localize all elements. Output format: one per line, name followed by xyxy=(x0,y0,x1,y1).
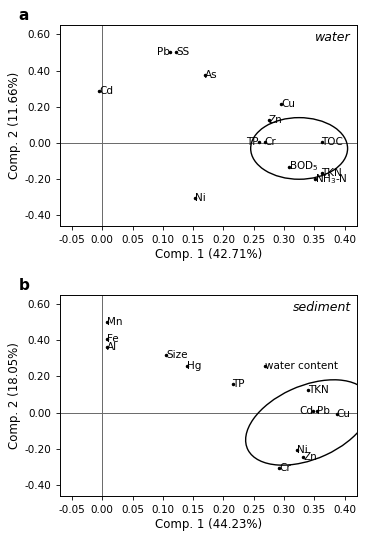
Text: water: water xyxy=(315,31,351,44)
Text: Cu: Cu xyxy=(281,99,295,109)
Text: Size: Size xyxy=(166,350,187,360)
Text: TP: TP xyxy=(246,137,258,147)
Text: Zn: Zn xyxy=(269,115,283,126)
Text: Zn: Zn xyxy=(303,452,317,462)
Text: Ni: Ni xyxy=(195,194,206,203)
Text: Cd: Cd xyxy=(99,86,113,96)
Text: SS: SS xyxy=(176,47,189,57)
Text: Al: Al xyxy=(107,342,117,352)
Text: TP: TP xyxy=(233,379,245,389)
Text: Ni: Ni xyxy=(297,445,308,455)
Text: TOC: TOC xyxy=(322,137,343,147)
Y-axis label: Comp. 2 (11.66%): Comp. 2 (11.66%) xyxy=(8,72,21,179)
Text: water content: water content xyxy=(265,361,338,371)
Text: As: As xyxy=(205,70,218,80)
Text: BOD$_5$: BOD$_5$ xyxy=(289,160,318,174)
X-axis label: Comp. 1 (42.71%): Comp. 1 (42.71%) xyxy=(155,248,262,261)
Text: Cr: Cr xyxy=(279,464,291,473)
Text: TKN: TKN xyxy=(308,385,329,395)
Text: TKN: TKN xyxy=(322,168,342,178)
Text: Fe: Fe xyxy=(107,334,119,344)
Text: b: b xyxy=(18,278,29,293)
Text: NH$_3$-N: NH$_3$-N xyxy=(315,172,348,186)
Text: Hg: Hg xyxy=(187,361,201,371)
X-axis label: Comp. 1 (44.23%): Comp. 1 (44.23%) xyxy=(155,517,262,531)
Text: Cd: Cd xyxy=(299,406,313,416)
Text: Cu: Cu xyxy=(337,409,351,419)
Text: a: a xyxy=(18,8,29,23)
Y-axis label: Comp. 2 (18.05%): Comp. 2 (18.05%) xyxy=(8,342,21,449)
Text: Pb: Pb xyxy=(317,406,330,416)
Text: Cr: Cr xyxy=(265,137,276,147)
Text: Mn: Mn xyxy=(107,317,123,327)
Text: sediment: sediment xyxy=(292,301,351,314)
Text: Pb: Pb xyxy=(157,47,170,57)
